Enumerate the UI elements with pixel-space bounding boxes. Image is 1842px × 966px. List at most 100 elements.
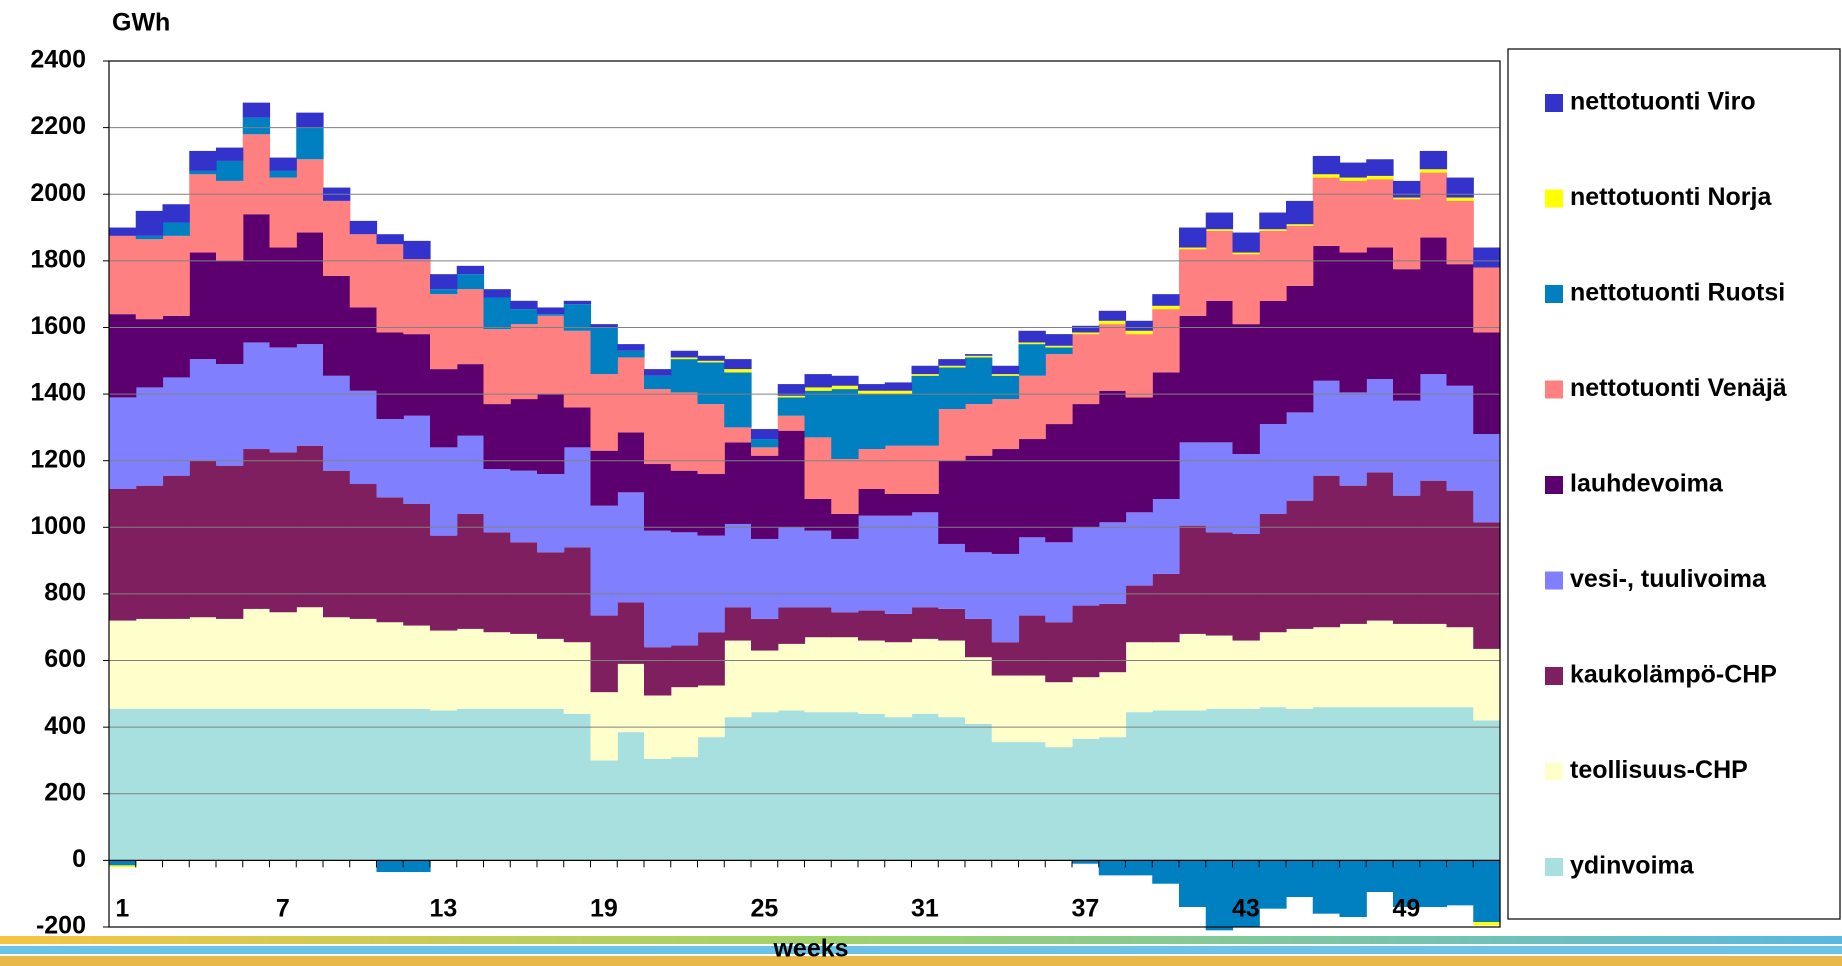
area-segment (965, 355, 993, 358)
area-segment (483, 289, 511, 298)
y-tick-label: 800 (44, 579, 86, 607)
legend-swatch (1545, 285, 1563, 303)
legend-swatch (1545, 762, 1563, 781)
area-segment (1393, 199, 1421, 270)
area-segment (831, 389, 859, 460)
area-segment (1098, 320, 1127, 325)
area-segment (751, 429, 779, 440)
legend-label: lauhdevoima (1570, 470, 1724, 498)
area-segment (1179, 315, 1207, 443)
area-segment (1179, 860, 1207, 908)
area-segment (991, 449, 1020, 554)
area-segment (269, 452, 297, 613)
area-segment (242, 117, 271, 135)
area-segment (216, 364, 244, 466)
area-segment (109, 860, 137, 866)
area-segment (1419, 860, 1448, 908)
area-segment (1232, 232, 1260, 253)
area-segment (216, 465, 244, 619)
area-segment (162, 235, 190, 316)
area-segment (858, 713, 886, 861)
area-segment (1312, 707, 1341, 861)
area-segment (1446, 197, 1474, 201)
area-segment (1179, 633, 1207, 711)
area-segment (430, 710, 458, 861)
area-segment (938, 359, 966, 366)
area-segment (430, 369, 458, 448)
area-segment (965, 657, 993, 724)
area-segment (751, 439, 779, 448)
x-tick-label: 43 (1232, 895, 1260, 923)
area-segment (1419, 169, 1448, 173)
area-segment (376, 622, 404, 709)
y-tick-label: -200 (36, 912, 86, 940)
area-segment (1125, 334, 1153, 398)
area-segment (1205, 708, 1234, 861)
area-segment (135, 387, 164, 486)
area-segment (644, 647, 672, 696)
area-segment (965, 723, 993, 861)
area-segment (644, 369, 672, 376)
area-segment (724, 717, 752, 861)
area-segment (590, 374, 618, 451)
area-segment (911, 607, 939, 639)
area-segment (296, 232, 324, 345)
y-tick-label: 1000 (30, 512, 86, 540)
legend-swatch (1545, 571, 1563, 590)
area-segment (858, 384, 886, 391)
area-segment (1205, 212, 1234, 230)
area-segment (858, 449, 886, 490)
area-segment (1232, 533, 1260, 641)
area-segment (563, 407, 592, 448)
area-segment (670, 350, 699, 358)
area-segment (991, 553, 1020, 643)
area-segment (804, 374, 832, 388)
area-segment (135, 210, 164, 236)
area-segment (135, 239, 164, 320)
area-segment (938, 717, 966, 861)
area-segment (724, 640, 752, 718)
y-tick-label: 0 (72, 845, 86, 873)
area-segment (376, 860, 404, 873)
area-segment (296, 445, 324, 608)
x-tick-label: 7 (276, 895, 290, 923)
area-segment (617, 350, 645, 358)
area-segment (724, 427, 752, 443)
area-segment (109, 489, 137, 621)
x-tick-label: 37 (1071, 895, 1099, 923)
area-segment (483, 329, 511, 405)
area-segment (1072, 332, 1100, 335)
area-segment (1286, 708, 1314, 861)
area-segment (777, 430, 806, 528)
area-segment (323, 375, 351, 471)
area-segment (296, 127, 324, 160)
area-segment (1446, 627, 1474, 708)
area-segment (1259, 513, 1287, 633)
area-segment (911, 365, 939, 375)
area-segment (1045, 334, 1073, 346)
area-segment (510, 633, 538, 709)
area-segment (991, 399, 1020, 450)
area-segment (1125, 860, 1153, 876)
area-segment (1286, 500, 1314, 629)
y-axis-label: GWh (112, 9, 170, 37)
area-segment (537, 315, 565, 395)
area-segment (189, 359, 217, 461)
area-segment (670, 470, 699, 533)
area-segment (456, 628, 485, 709)
area-segment (617, 663, 645, 733)
area-segment (1419, 623, 1448, 708)
area-segment (242, 214, 271, 343)
area-segment (965, 552, 993, 619)
area-segment (1098, 860, 1127, 876)
area-segment (884, 445, 913, 494)
area-segment (483, 532, 511, 633)
area-segment (349, 618, 378, 709)
area-segment (938, 367, 966, 410)
area-segment (617, 732, 645, 861)
area-segment (1098, 737, 1127, 861)
area-segment (590, 450, 618, 506)
area-segment (617, 357, 645, 433)
area-segment (1179, 525, 1207, 634)
area-segment (1259, 212, 1287, 230)
